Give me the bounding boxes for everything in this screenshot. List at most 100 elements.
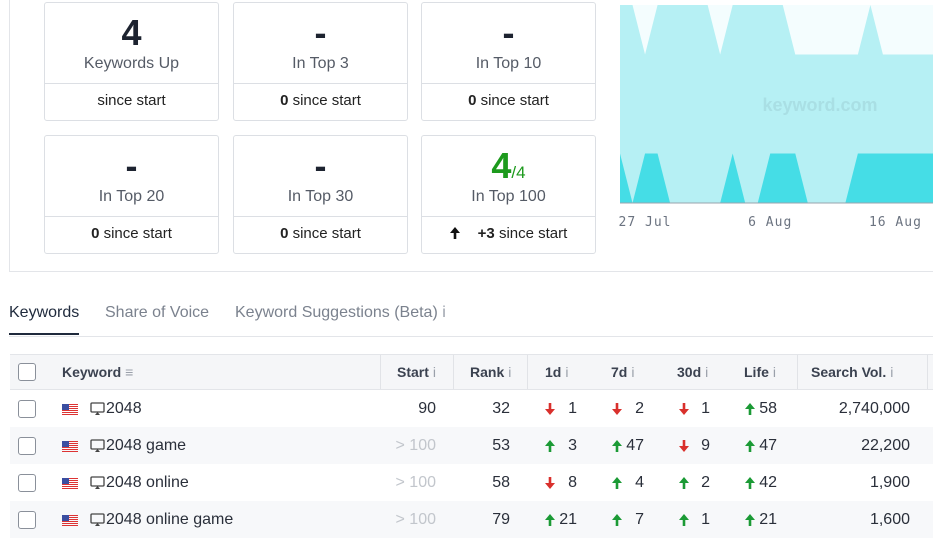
flag-stripe <box>62 515 78 516</box>
rank-change: 42 <box>759 474 777 491</box>
stat-card: 4 Keywords Up since start <box>44 2 219 121</box>
monitor-stand <box>95 486 100 489</box>
column-header-label: 1d <box>545 364 562 380</box>
stat-card: - In Top 3 0 since start <box>233 2 408 121</box>
card-divider <box>45 216 218 217</box>
flag-stripe <box>62 404 78 405</box>
column-header-label: Rank <box>470 364 505 380</box>
arrow-shape <box>612 477 622 489</box>
column-separator <box>797 355 798 389</box>
keyword[interactable]: 2048 <box>106 400 142 417</box>
card-divider <box>234 83 407 84</box>
footer-text: since start <box>292 92 361 109</box>
info-icon: i <box>772 364 777 380</box>
footer-bold: 0 <box>280 92 289 109</box>
column-header[interactable]: 7d i <box>611 364 634 380</box>
flag-stripe <box>62 410 78 411</box>
x-tick-label: 27 Jul <box>619 215 672 230</box>
flag-stripe <box>62 443 78 444</box>
flag-stripe <box>62 517 78 518</box>
row-checkbox[interactable] <box>18 437 36 455</box>
card-footer: +3 since start <box>422 225 595 242</box>
trend-arrow <box>745 477 755 489</box>
flag-stripe <box>62 523 78 524</box>
stat-card: 4/4 In Top 100 +3 since start <box>421 135 596 254</box>
keyword[interactable]: 2048 game <box>106 437 187 454</box>
start-rank: > 100 <box>395 437 436 454</box>
select-all-checkbox[interactable] <box>18 363 36 381</box>
search-volume: 1,900 <box>869 474 910 491</box>
monitor-stand <box>95 412 100 415</box>
card-footer: 0 since start <box>234 92 407 109</box>
trend-arrow <box>679 403 689 415</box>
rank-change: 2 <box>635 400 644 417</box>
table-header <box>10 354 933 390</box>
card-value-number: 4 <box>121 12 142 53</box>
stat-card: - In Top 10 0 since start <box>421 2 596 121</box>
column-header[interactable]: Search Vol. i <box>811 364 893 380</box>
keyword[interactable]: 2048 online <box>106 474 189 491</box>
us-flag <box>62 404 78 415</box>
arrow-shape <box>679 440 689 452</box>
x-tick-label: 16 Aug <box>869 215 922 230</box>
trend-arrow <box>612 403 622 415</box>
column-header[interactable]: Keyword ≡ <box>62 364 133 380</box>
flag-stripe <box>62 482 78 483</box>
arrow-shape <box>612 440 622 452</box>
flag-canton <box>62 478 69 484</box>
column-header[interactable]: Start i <box>397 364 436 380</box>
card-value: - <box>422 11 595 55</box>
trend-arrow <box>545 403 555 415</box>
tab[interactable]: Share of Voice <box>105 304 209 322</box>
row-checkbox[interactable] <box>18 511 36 529</box>
flag-stripe <box>62 441 78 442</box>
x-tick-label: 6 Aug <box>748 215 792 230</box>
flag-stripe <box>62 449 78 450</box>
footer-text: since start <box>97 92 166 109</box>
column-header[interactable]: 1d i <box>545 364 568 380</box>
column-header[interactable]: Life i <box>744 364 776 380</box>
info-icon: i <box>432 364 437 380</box>
card-divider <box>45 83 218 84</box>
card-value-number: - <box>502 12 515 53</box>
keyword[interactable]: 2048 online game <box>106 511 234 528</box>
arrow-shape <box>745 477 755 489</box>
monitor <box>90 439 105 450</box>
card-footer: since start <box>45 92 218 109</box>
card-value: - <box>234 144 407 188</box>
start-rank: 90 <box>418 400 436 417</box>
row-checkbox[interactable] <box>18 474 36 492</box>
current-rank: 32 <box>492 400 510 417</box>
tab[interactable]: Keyword Suggestions (Beta) i <box>235 304 446 322</box>
card-label: In Top 100 <box>471 188 546 205</box>
column-separator <box>380 355 381 389</box>
rank-change: 47 <box>759 437 777 454</box>
card-label: In Top 10 <box>475 55 542 72</box>
monitor <box>90 476 105 487</box>
stat-card: - In Top 20 0 since start <box>44 135 219 254</box>
column-header[interactable]: 30d i <box>677 364 708 380</box>
tab[interactable]: Keywords <box>9 304 79 322</box>
tab-label: Keyword Suggestions (Beta) <box>235 304 438 321</box>
card-value: - <box>45 144 218 188</box>
card-label: Keywords Up <box>83 55 180 72</box>
arrow-shape <box>679 403 689 415</box>
desktop-icon <box>90 476 105 489</box>
tab-label: Keywords <box>9 304 80 321</box>
monitor-stand <box>95 449 100 452</box>
card-footer: 0 since start <box>45 225 218 242</box>
column-header-label: Search Vol. <box>811 364 887 380</box>
column-header[interactable]: Rank i <box>470 364 511 380</box>
card-value-number: - <box>314 12 327 53</box>
arrow-shape <box>612 403 622 415</box>
summary-panel <box>9 0 933 272</box>
trend-arrow <box>612 514 622 526</box>
desktop-icon <box>90 513 105 526</box>
rank-change: 4 <box>635 474 644 491</box>
card-label: In Top 20 <box>98 188 165 205</box>
column-header-label: Keyword <box>62 364 122 380</box>
row-checkbox[interactable] <box>18 400 36 418</box>
start-rank: > 100 <box>395 511 436 528</box>
arrow-shape <box>745 514 755 526</box>
